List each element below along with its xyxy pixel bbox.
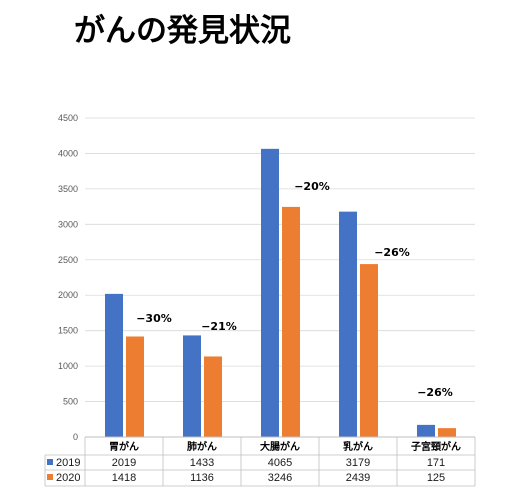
bars: [105, 148, 456, 437]
y-tick-label-1000: 1000: [58, 361, 78, 371]
category-label-5: 子宮頸がん: [411, 440, 461, 453]
chart-title: がんの発見状況: [74, 13, 291, 49]
table-value-2020-5: 125: [427, 472, 445, 484]
legend-swatch-2020: [47, 474, 53, 480]
y-tick-label-4000: 4000: [58, 148, 78, 158]
change-annotation-4: −26%: [374, 246, 410, 259]
legend-label-2020: 2020: [56, 472, 80, 484]
y-tick-label-3000: 3000: [58, 219, 78, 229]
bar-2020-3: [282, 206, 300, 437]
bar-2020-4: [360, 264, 378, 437]
bar-2019-3: [261, 148, 279, 437]
y-tick-label-500: 500: [63, 397, 78, 407]
legend-label-2019: 2019: [56, 457, 80, 469]
category-label-4: 乳がん: [343, 440, 373, 453]
category-label-3: 大腸がん: [260, 440, 300, 453]
y-tick-label-2500: 2500: [58, 255, 78, 265]
y-axis-tick-labels: 0 500 1000 1500 2000 2500 3000 3500 4000 4500: [58, 113, 78, 442]
table-value-2020-2: 1136: [190, 472, 214, 484]
category-label-1: 胃がん: [109, 440, 139, 453]
bar-2019-5: [417, 424, 435, 437]
table-value-2019-2: 1433: [190, 457, 214, 469]
bar-2020-5: [438, 428, 456, 437]
table-value-2020-3: 3246: [268, 472, 292, 484]
table-value-2019-1: 2019: [112, 457, 136, 469]
table-value-2019-4: 3179: [346, 457, 370, 469]
y-tick-label-3500: 3500: [58, 184, 78, 194]
bar-2019-4: [339, 211, 357, 437]
category-label-2: 肺がん: [187, 440, 217, 453]
annotations: −30% −21% −20% −26% −26%: [136, 180, 453, 399]
change-annotation-3: −20%: [294, 180, 330, 193]
y-tick-label-4500: 4500: [58, 113, 78, 123]
table-value-2019-5: 171: [427, 457, 445, 469]
change-annotation-1: −30%: [136, 312, 172, 325]
legend-swatch-2019: [47, 459, 53, 465]
table-value-2020-1: 1418: [112, 472, 136, 484]
table-value-2020-4: 2439: [346, 472, 370, 484]
bar-2020-1: [126, 336, 144, 437]
bar-2019-1: [105, 293, 123, 437]
change-annotation-5: −26%: [417, 386, 453, 399]
table-value-2019-3: 4065: [268, 457, 292, 469]
y-tick-label-2000: 2000: [58, 290, 78, 300]
y-tick-label-0: 0: [73, 432, 78, 442]
bar-2020-2: [204, 356, 222, 437]
y-tick-label-1500: 1500: [58, 326, 78, 336]
data-table: 胃がん 肺がん 大腸がん 乳がん 子宮頸がん 2019 2019 1433 4065 3179 17…: [44, 436, 476, 487]
bar-2019-2: [183, 335, 201, 437]
gridlines: [85, 117, 475, 402]
change-annotation-2: −21%: [201, 320, 237, 333]
